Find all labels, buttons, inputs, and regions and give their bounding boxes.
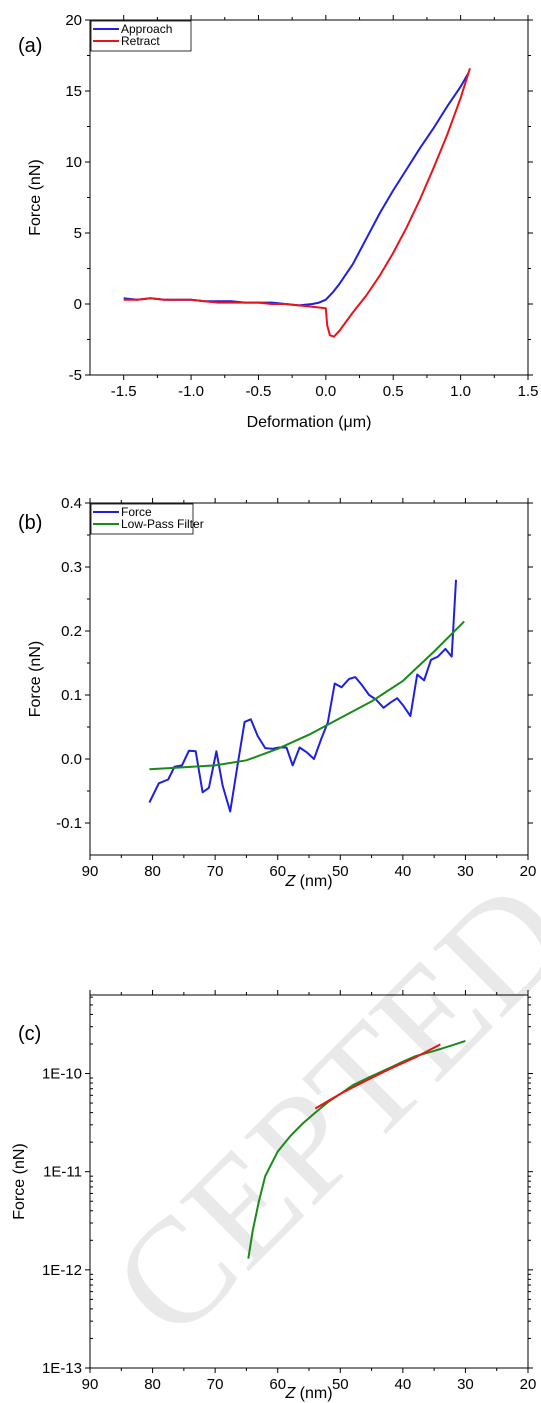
x-tick-label: 70 xyxy=(207,863,224,880)
plot-frame xyxy=(89,502,529,856)
y-tick-label: 1E-13 xyxy=(42,1360,82,1377)
y-tick-label: 10 xyxy=(65,154,82,171)
x-tick-label: 90 xyxy=(82,1376,99,1393)
panel-c-chart: 90 80 70 60 50 40 30 20 1E-13 1E-12 1E-11 1E-10 Z (n… xyxy=(11,990,536,1402)
x-tick-label: 50 xyxy=(332,1376,349,1393)
y-tick-label: 0.3 xyxy=(61,559,82,576)
x-tick-label: 60 xyxy=(269,1376,286,1393)
panel-a-chart: -1.5 -1.0 -0.5 0.0 0.5 1.0 1.5 -5 0 5 10 15 20 Approa… xyxy=(18,12,538,431)
y-axis-label: Force (nN) xyxy=(11,1143,28,1219)
y-tick-label: 0.0 xyxy=(61,751,82,768)
panel-label: (c) xyxy=(18,1023,41,1045)
y-tick-label: 20 xyxy=(65,12,82,29)
x-axis-label: Z (nm) xyxy=(284,873,332,890)
panel-b-chart: 90 80 70 60 50 40 30 20 -0.1 0.0 0.1 0.2 0.3 0.4 Force… xyxy=(18,495,536,890)
legend-label: Force xyxy=(121,505,152,519)
watermark: CEPTED xyxy=(81,850,541,1368)
x-tick-label: 60 xyxy=(269,863,286,880)
series-group xyxy=(148,579,465,813)
y-tick-label: -5 xyxy=(69,367,82,384)
series-group xyxy=(247,1039,466,1259)
series-line-1 xyxy=(314,1043,441,1110)
series-line-low-pass-filter xyxy=(149,620,465,771)
y-tick-label: 0.4 xyxy=(61,495,82,512)
x-tick-label: 80 xyxy=(144,1376,161,1393)
y-axis-label: Force (nN) xyxy=(27,159,44,235)
x-axis-label-symbol: Z xyxy=(284,1385,296,1402)
x-tick-label: 0.5 xyxy=(383,383,404,400)
x-tick-label: 50 xyxy=(332,863,349,880)
x-tick-label: 70 xyxy=(207,1376,224,1393)
legend-label: Low-Pass Filter xyxy=(121,517,204,531)
y-tick-label: 1E-10 xyxy=(42,1066,82,1083)
x-axis-label: Deformation (μm) xyxy=(247,414,372,431)
y-tick-label: 0.1 xyxy=(61,687,82,704)
legend-label: Retract xyxy=(121,34,160,48)
y-tick-label: 0.2 xyxy=(61,623,82,640)
x-tick-label: 20 xyxy=(520,1376,537,1393)
y-tick-label: 1E-12 xyxy=(42,1262,82,1279)
x-axis-label-symbol: Z xyxy=(284,873,296,890)
plot-frame xyxy=(89,19,529,376)
legend-box xyxy=(90,20,192,52)
x-tick-label: 1.0 xyxy=(450,383,471,400)
series-group xyxy=(123,67,471,338)
x-axis-label-unit: (nm) xyxy=(295,1385,332,1402)
series-line-force xyxy=(148,579,457,813)
x-axis-label: Z (nm) xyxy=(284,1385,332,1402)
y-tick-label: 5 xyxy=(74,225,82,242)
panel-label: (b) xyxy=(18,512,42,534)
x-axis-label-unit: (nm) xyxy=(295,873,332,890)
x-tick-label: -0.5 xyxy=(246,383,272,400)
series-line-retract xyxy=(123,67,471,338)
x-tick-label: 20 xyxy=(520,863,537,880)
y-tick-label: -0.1 xyxy=(56,815,82,832)
x-tick-label: 40 xyxy=(395,863,412,880)
legend-label: Approach xyxy=(121,22,172,36)
panel-label: (a) xyxy=(18,35,42,57)
x-tick-label: 30 xyxy=(457,863,474,880)
x-tick-label: 80 xyxy=(144,863,161,880)
y-axis-label: Force (nN) xyxy=(27,641,44,717)
y-tick-label: 15 xyxy=(65,83,82,100)
series-line-approach xyxy=(123,72,470,307)
legend-box xyxy=(90,503,194,535)
x-tick-label: -1.5 xyxy=(111,383,137,400)
x-tick-label: 30 xyxy=(457,1376,474,1393)
x-tick-label: -1.0 xyxy=(178,383,204,400)
x-tick-label: 40 xyxy=(395,1376,412,1393)
y-tick-label: 1E-11 xyxy=(43,1164,82,1181)
y-tick-label: 0 xyxy=(74,296,82,313)
x-tick-label: 1.5 xyxy=(518,383,539,400)
x-tick-label: 0.0 xyxy=(315,383,336,400)
x-tick-label: 90 xyxy=(82,863,99,880)
